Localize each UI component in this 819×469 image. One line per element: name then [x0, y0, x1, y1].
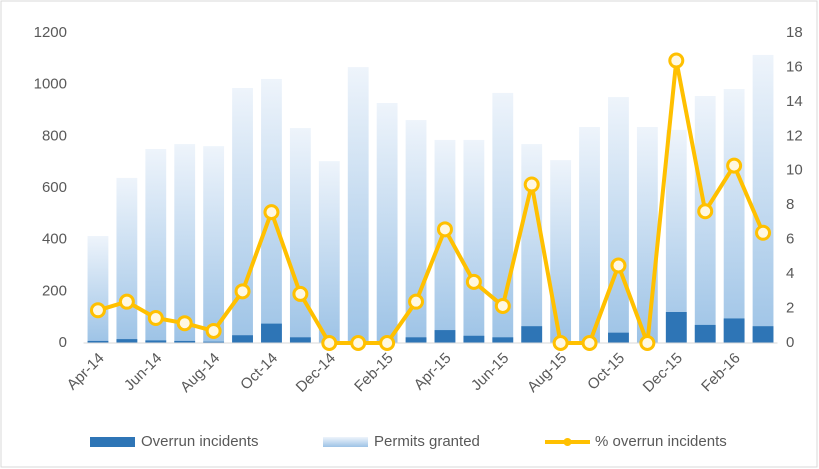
percent-marker	[755, 224, 772, 241]
overrun-bar	[752, 326, 774, 343]
overrun-bar	[521, 326, 543, 343]
percent-marker	[205, 322, 222, 339]
overrun-bar	[463, 335, 485, 343]
percent-marker	[350, 335, 367, 351]
percent-marker	[610, 257, 627, 274]
overrun-bar	[174, 340, 196, 343]
percent-marker	[292, 285, 309, 302]
permits-bar	[376, 103, 398, 343]
percent-marker	[581, 335, 598, 351]
permits-bar	[636, 127, 658, 344]
percent-marker	[263, 204, 280, 221]
y-tick-label: 0	[59, 334, 67, 351]
percent-marker	[408, 293, 425, 310]
y-tick-label: 200	[42, 282, 67, 299]
permits-bar	[145, 148, 167, 343]
percent-marker	[234, 283, 251, 300]
percent-marker	[147, 310, 164, 327]
percent-marker	[379, 335, 396, 351]
permits-bar	[116, 177, 138, 343]
y2-tick-label: 0	[786, 334, 794, 351]
percent-marker	[697, 203, 714, 220]
overrun-bar	[405, 337, 427, 343]
permits-bar	[752, 54, 774, 343]
permits-bar	[521, 144, 543, 343]
percent-marker	[118, 293, 135, 310]
y2-tick-label: 18	[786, 24, 803, 41]
permits-bar	[434, 139, 456, 343]
percent-marker	[89, 302, 106, 319]
permits-bar	[550, 160, 572, 343]
percent-marker	[176, 315, 193, 332]
permits-bar	[665, 129, 687, 343]
legend-label: % overrun incidents	[595, 433, 727, 450]
percent-marker	[321, 335, 338, 351]
permits-bar	[174, 144, 196, 343]
legend-swatch	[323, 437, 368, 447]
permits-bar	[579, 127, 600, 344]
overrun-bar	[87, 340, 109, 343]
overrun-bar	[694, 324, 716, 343]
permits-bar	[608, 97, 629, 343]
permits-bar	[203, 146, 225, 343]
percent-marker	[726, 157, 743, 174]
percent-marker	[523, 176, 540, 193]
overrun-bar	[723, 318, 745, 343]
overrun-bar	[434, 330, 456, 343]
y-tick-label: 1200	[34, 24, 67, 41]
overrun-bar	[203, 341, 225, 343]
percent-marker	[552, 335, 569, 351]
permits-bar	[723, 89, 745, 343]
y2-tick-label: 8	[786, 196, 794, 213]
overrun-bar	[665, 312, 687, 343]
y2-tick-label: 6	[786, 231, 794, 248]
overrun-bar	[608, 332, 629, 343]
legend-swatch	[563, 438, 572, 446]
y2-tick-label: 10	[786, 162, 803, 179]
overrun-bar	[232, 335, 253, 343]
percent-marker	[465, 273, 482, 290]
y2-tick-label: 2	[786, 300, 794, 317]
permits-bar	[694, 96, 716, 344]
permits-bar	[232, 88, 253, 344]
y2-tick-label: 12	[786, 127, 803, 144]
percent-marker	[494, 297, 511, 314]
percent-marker	[639, 335, 656, 351]
y-tick-label: 1000	[34, 76, 67, 93]
permits-bar	[87, 236, 109, 343]
y-tick-label: 400	[42, 231, 67, 248]
overrun-bar	[492, 337, 514, 343]
overrun-bar	[289, 337, 311, 343]
legend-label: Overrun incidents	[141, 433, 259, 450]
permits-bar	[318, 161, 340, 343]
overrun-bar	[116, 339, 138, 343]
y2-tick-label: 16	[786, 58, 803, 75]
permits-bar	[463, 139, 485, 343]
permits-bar	[347, 67, 369, 343]
y-tick-label: 800	[42, 127, 67, 144]
percent-marker	[436, 221, 453, 238]
overrun-bar	[261, 323, 282, 343]
y-tick-label: 600	[42, 179, 67, 196]
legend-label: Permits granted	[374, 433, 480, 450]
percent-marker	[668, 52, 685, 69]
permits-bar	[289, 128, 311, 343]
overrun-bar	[145, 340, 167, 343]
legend-swatch	[90, 437, 135, 447]
y2-tick-label: 4	[786, 265, 794, 282]
y2-tick-label: 14	[786, 93, 803, 110]
